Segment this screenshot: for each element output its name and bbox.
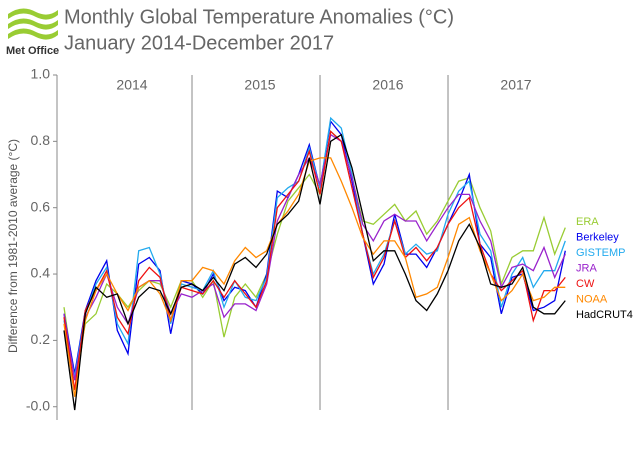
chart-subtitle: January 2014-December 2017 [64, 32, 334, 54]
legend-entry: GISTEMP [576, 247, 626, 259]
year-label: 2016 [372, 77, 403, 93]
legend-entry: JRA [576, 262, 597, 274]
legend-entry: CW [576, 278, 595, 290]
chart-title: Monthly Global Temperature Anomalies (°C… [64, 6, 454, 28]
year-label: 2015 [244, 77, 275, 93]
series-line [63, 133, 566, 411]
year-label: 2017 [500, 77, 531, 93]
y-tick-label: 0.4 [31, 265, 51, 281]
legend-entry: HadCRUT4 [576, 309, 633, 321]
series-line [63, 157, 566, 397]
y-axis-label: Difference from 1981-2010 average (°C) [6, 139, 20, 353]
series-line [63, 130, 566, 391]
year-label: 2014 [116, 77, 147, 93]
logo-text: Met Office [6, 45, 59, 57]
series-line [63, 116, 566, 378]
y-tick-label: 1.0 [31, 66, 51, 82]
legend-entry: ERA [576, 216, 599, 228]
y-tick-label: 0.6 [31, 198, 51, 214]
logo-mark [8, 8, 58, 40]
legend-entry: NOAA [576, 293, 608, 305]
legend-entry: Berkeley [576, 231, 619, 243]
y-tick-label: 0.8 [31, 132, 51, 148]
y-tick-label: -0.0 [26, 397, 50, 413]
y-tick-label: 0.2 [31, 331, 51, 347]
